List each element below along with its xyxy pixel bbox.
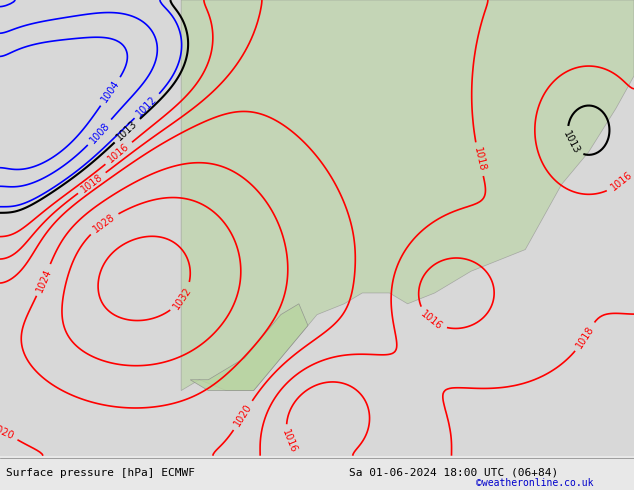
- Text: 1020: 1020: [232, 402, 254, 429]
- Text: 1018: 1018: [79, 172, 105, 195]
- Text: 1016: 1016: [609, 170, 634, 193]
- Text: 1013: 1013: [115, 119, 139, 143]
- Text: 1016: 1016: [106, 142, 131, 165]
- Text: Sa 01-06-2024 18:00 UTC (06+84): Sa 01-06-2024 18:00 UTC (06+84): [349, 468, 558, 478]
- Polygon shape: [181, 0, 634, 391]
- Polygon shape: [190, 304, 308, 391]
- Text: Surface pressure [hPa] ECMWF: Surface pressure [hPa] ECMWF: [6, 468, 195, 478]
- Text: 1018: 1018: [574, 324, 596, 350]
- Text: 1016: 1016: [280, 428, 299, 454]
- Text: 1008: 1008: [87, 120, 112, 145]
- Text: 1012: 1012: [135, 94, 159, 119]
- Text: ©weatheronline.co.uk: ©weatheronline.co.uk: [476, 478, 593, 488]
- Text: 1016: 1016: [419, 309, 444, 332]
- Text: 1032: 1032: [171, 285, 193, 311]
- Text: 1024: 1024: [34, 267, 53, 294]
- Text: 1028: 1028: [91, 212, 117, 235]
- Text: 1013: 1013: [561, 129, 581, 156]
- Text: 1020: 1020: [0, 422, 15, 441]
- Text: 1004: 1004: [100, 78, 122, 104]
- Text: 1018: 1018: [472, 146, 487, 172]
